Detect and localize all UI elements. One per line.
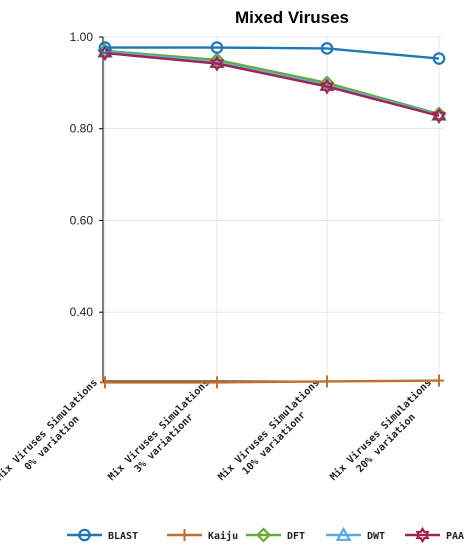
legend-marker-dwt: [335, 526, 352, 541]
grid: [103, 36, 443, 381]
data-point-kaiju: [100, 376, 110, 389]
legend-marker-blast: [78, 528, 91, 542]
data-point-kaiju: [434, 374, 444, 387]
series-line-dft: [104, 49, 440, 116]
x-tick-label-line: Mix Viruses Simulations: [106, 377, 212, 483]
x-tick-label-line: Mix Viruses Simulations: [328, 377, 434, 483]
legend-marker-dft: [255, 527, 272, 543]
legend-label-blast: BLAST: [108, 531, 138, 542]
x-tick-label-line: Mix Viruses Simulations: [0, 377, 100, 483]
axes: [102, 37, 443, 382]
legend: BLAST Kaiju DFT DWT PAA: [67, 526, 464, 544]
series-group: [97, 41, 447, 389]
legend-item-dft: DFT: [246, 527, 305, 543]
data-point-dwt: [209, 53, 225, 69]
legend-item-paa: PAA: [405, 526, 464, 544]
legend-item-dwt: DWT: [326, 526, 385, 542]
data-point-paa: [432, 107, 446, 124]
y-tick-label: 0.40: [70, 305, 94, 319]
y-tick-label: 0.80: [70, 122, 94, 136]
series-line-blast: [105, 46, 440, 60]
data-point-kaiju: [212, 376, 222, 389]
y-ticks: 0.40 0.60 0.80 1.00: [70, 30, 103, 319]
series-paa: [97, 44, 446, 124]
data-point-kaiju: [322, 375, 332, 388]
series-line-dwt: [104, 50, 440, 117]
data-point-paa: [210, 55, 224, 72]
y-tick-label: 1.00: [70, 30, 94, 44]
data-point-blast: [320, 42, 334, 55]
legend-label-kaiju: Kaiju: [208, 530, 238, 542]
x-tick-label-line: Mix Viruses Simulations: [216, 377, 322, 483]
series-blast: [98, 41, 446, 65]
legend-label-dft: DFT: [287, 531, 305, 542]
data-point-paa: [319, 78, 335, 95]
legend-label-paa: PAA: [446, 531, 464, 542]
data-point-blast: [210, 41, 224, 54]
legend-item-blast: BLAST: [67, 528, 138, 542]
series-line-paa: [104, 51, 440, 118]
legend-marker-paa: [415, 526, 430, 544]
series-line-kaiju: [105, 379, 440, 384]
data-point-blast: [432, 52, 446, 65]
data-point-blast: [98, 41, 112, 54]
series-kaiju: [100, 374, 444, 389]
legend-marker-kaiju: [179, 529, 190, 541]
legend-label-dwt: DWT: [367, 531, 385, 542]
legend-item-kaiju: Kaiju: [167, 529, 238, 542]
chart-title: Mixed Viruses: [235, 8, 349, 27]
y-tick-label: 0.60: [70, 213, 94, 227]
